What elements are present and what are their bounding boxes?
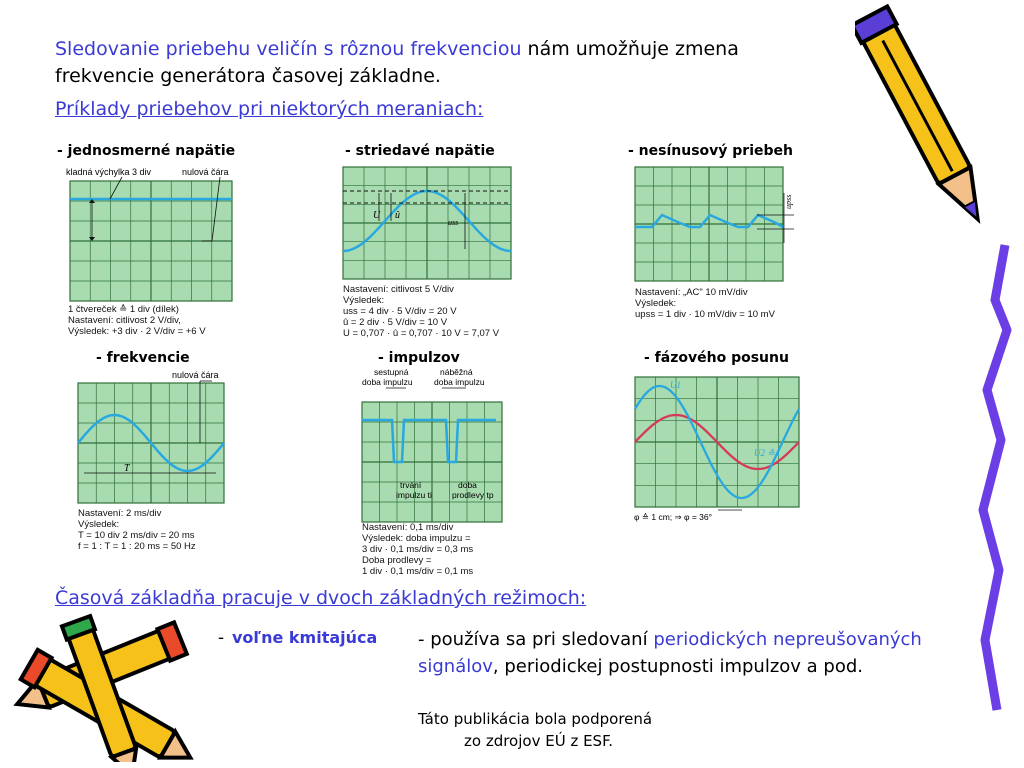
caption-nonsine: - nesínusový priebeh xyxy=(628,143,793,159)
scope-phase: U1 U2 ≙ I φ ≙ 1 cm; ⇒ φ = 36° xyxy=(632,374,802,534)
svg-text:U1: U1 xyxy=(670,380,681,390)
intro-highlight: Sledovanie priebehu veličín s rôznou fre… xyxy=(55,38,522,60)
scope-dc: kladná výchylka 3 div nulová čára 1 čtve… xyxy=(62,163,242,338)
pencil-icon xyxy=(978,244,1012,711)
caption-freq: - frekvencie xyxy=(96,350,190,366)
scope-nonsine: upss Nastavení: „AC" 10 mV/div Výsledek: u… xyxy=(632,163,797,323)
svg-text:impulzu ti: impulzu ti xyxy=(396,490,432,500)
mode-dash: - xyxy=(218,628,225,648)
scope-pulse: sestupná doba impulzu náběžná doba impul… xyxy=(356,366,506,578)
label-nulova: nulová čára xyxy=(182,167,229,177)
notes-nonsine: Nastavení: „AC" 10 mV/div Výsledek: upss =… xyxy=(635,287,775,320)
svg-text:trvání: trvání xyxy=(400,480,422,490)
notes-pulse: Nastavení: 0,1 ms/div Výsledek: doba impu… xyxy=(362,522,474,577)
svg-text:doba: doba xyxy=(458,480,477,490)
svg-text:sestupná: sestupná xyxy=(374,367,409,377)
notes-dc: 1 čtvereček ≙ 1 div (dílek) Nastavení: ci… xyxy=(68,304,206,337)
scope-ac: U û uss Nastavení: citlivost 5 V/div Výsl… xyxy=(340,163,520,343)
svg-text:náběžná: náběžná xyxy=(440,367,473,377)
examples-heading: Príklady priebehov pri niektorých merani… xyxy=(55,98,484,120)
label-uhat: û xyxy=(395,210,400,221)
modes-heading: Časová základňa pracuje v dvoch základný… xyxy=(55,587,587,609)
notes-ac: Nastavení: citlivost 5 V/div Výsledek: uss… xyxy=(343,284,500,339)
caption-phase: - fázového posunu xyxy=(644,350,789,366)
esf-note: Táto publikácia bola podporená zo zdrojo… xyxy=(418,710,653,750)
caption-pulse: - impulzov xyxy=(378,350,460,366)
notes-phase: φ ≙ 1 cm; ⇒ φ = 36° xyxy=(634,512,712,522)
pencil-icon xyxy=(13,613,194,762)
mode-description: - používa sa pri sledovaní periodických … xyxy=(418,629,922,677)
caption-ac: - striedavé napätie xyxy=(345,143,495,159)
label-uss: uss xyxy=(448,218,458,227)
label-upss: upss xyxy=(784,195,793,209)
label-kladna: kladná výchylka 3 div xyxy=(66,167,152,177)
mode-name: voľne kmitajúca xyxy=(232,628,378,647)
pencil-icon xyxy=(855,3,981,225)
intro-rest: nám umožňuje zmena frekvencie generátora… xyxy=(55,38,739,87)
svg-text:doba impulzu: doba impulzu xyxy=(434,377,485,387)
svg-text:prodlevy tp: prodlevy tp xyxy=(452,490,494,500)
label-T: T xyxy=(124,463,131,474)
caption-dc: - jednosmerné napätie xyxy=(57,143,236,159)
svg-text:U2 ≙ I: U2 ≙ I xyxy=(754,448,781,458)
intro-text: Sledovanie priebehu veličín s rôznou fre… xyxy=(55,36,835,90)
label-U: U xyxy=(373,210,381,221)
label-nulova-2: nulová čára xyxy=(172,370,219,380)
svg-text:doba impulzu: doba impulzu xyxy=(362,377,413,387)
notes-freq: Nastavení: 2 ms/div Výsledek: T = 10 div 2… xyxy=(78,508,196,552)
scope-freq: nulová čára T Nastavení: 2 ms/div Výslede… xyxy=(72,367,232,557)
